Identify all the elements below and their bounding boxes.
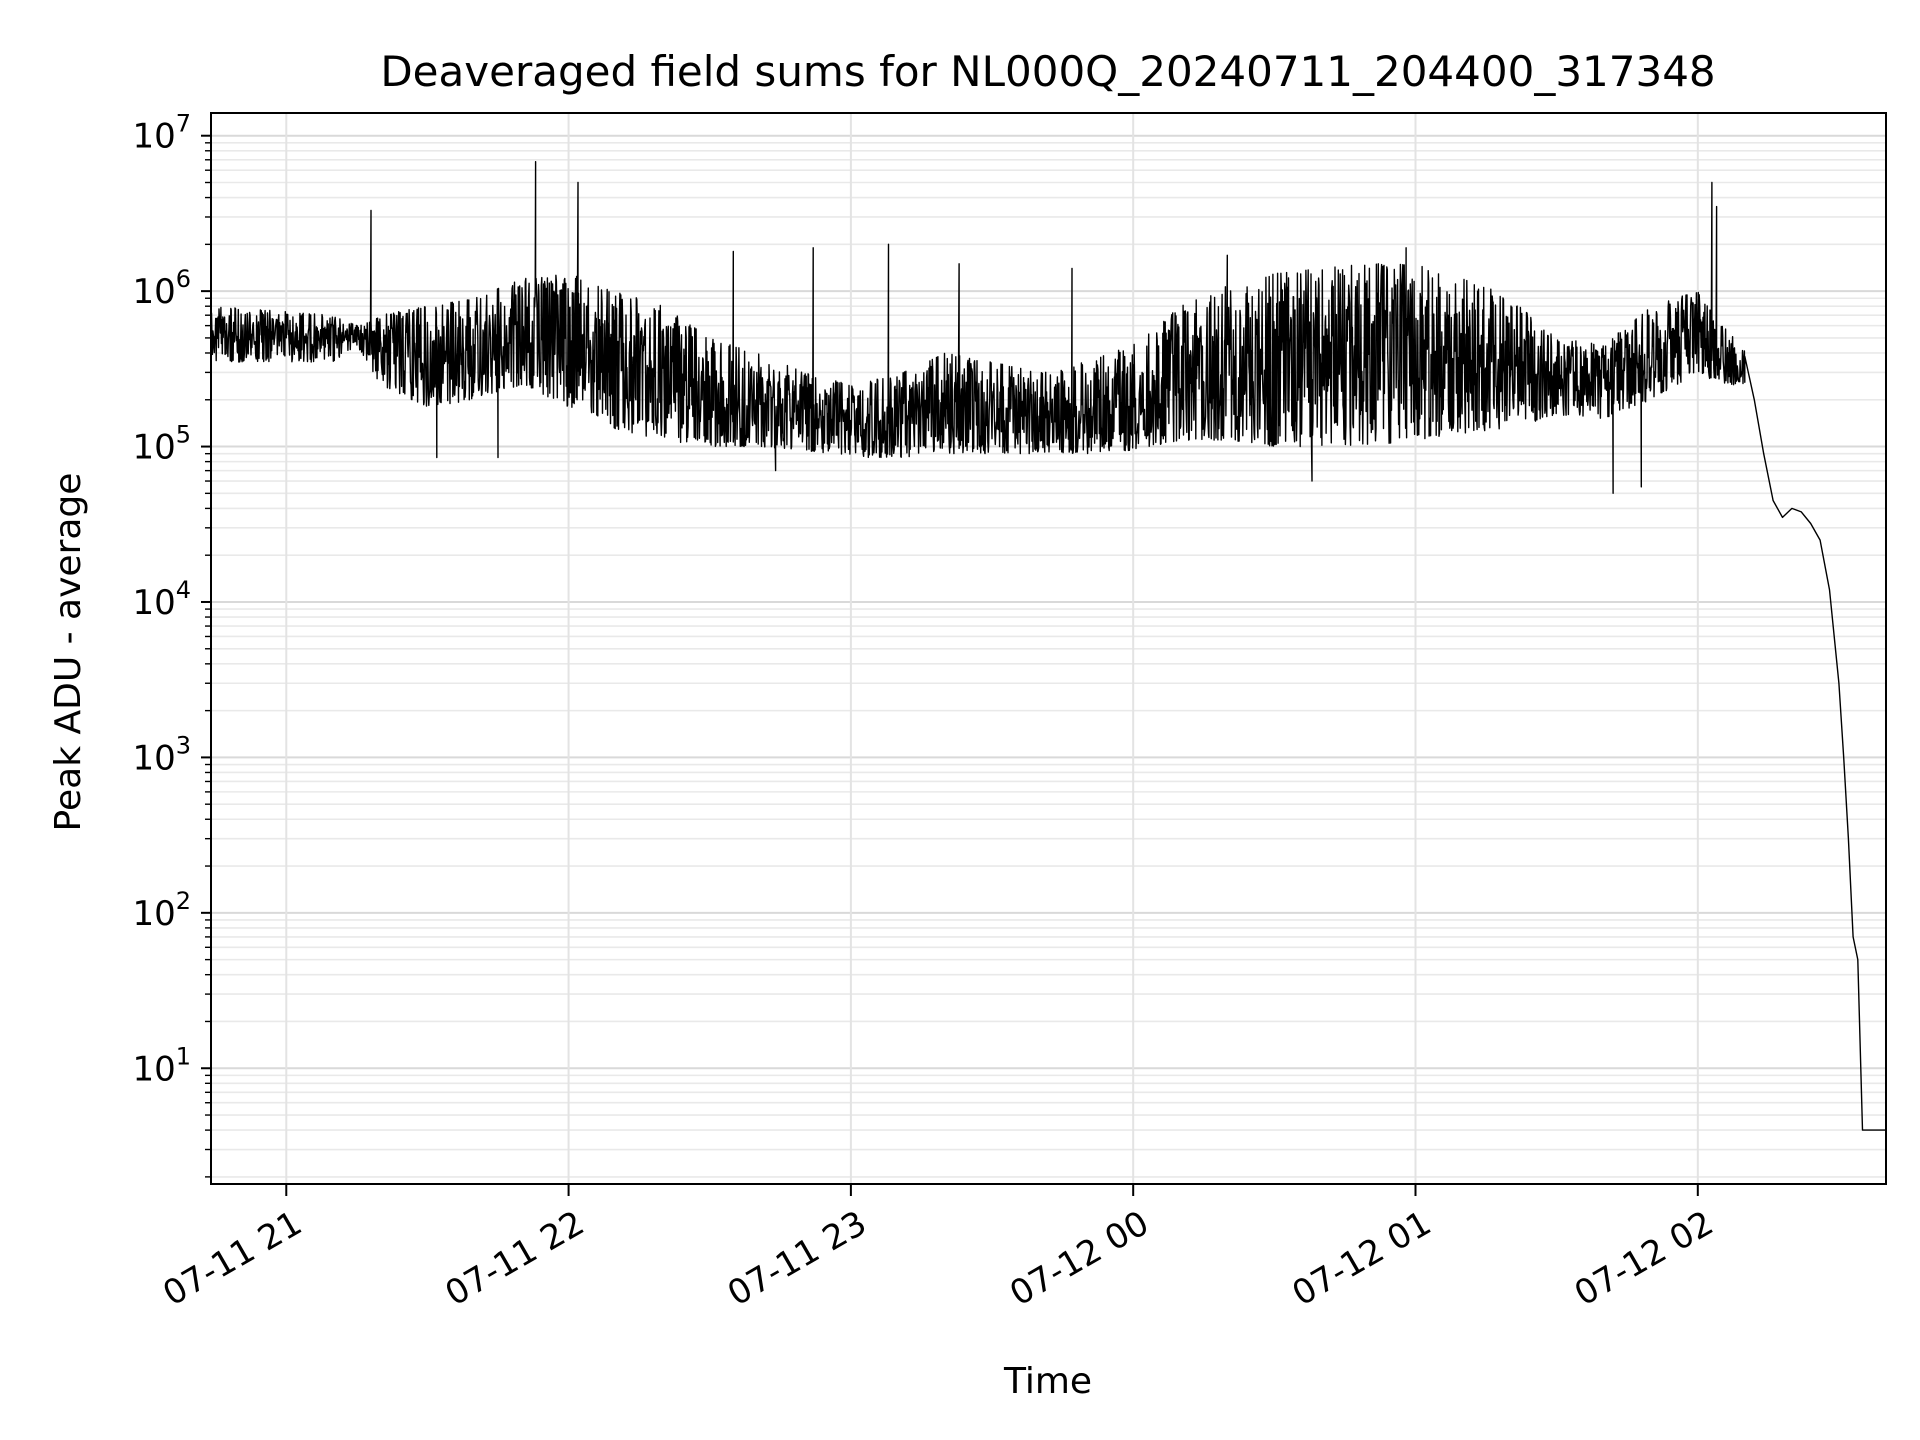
y-tick-label: 101: [132, 1042, 191, 1089]
series-line: [210, 161, 1886, 1131]
y-tick-label: 106: [132, 265, 191, 312]
chart-title: Deaveraged field sums for NL000Q_2024071…: [380, 47, 1715, 96]
y-axis-label: Peak ADU - average: [48, 473, 89, 832]
y-tick-label: 105: [132, 421, 191, 468]
series-line-group: [210, 161, 1886, 1131]
grid-lines: [211, 113, 1886, 1184]
y-tick-label: 104: [132, 576, 191, 623]
y-tick-label: 102: [132, 887, 191, 934]
x-axis-label: Time: [1003, 1361, 1092, 1402]
y-tick-label: 103: [132, 731, 191, 778]
y-tick-label: 107: [132, 110, 191, 157]
